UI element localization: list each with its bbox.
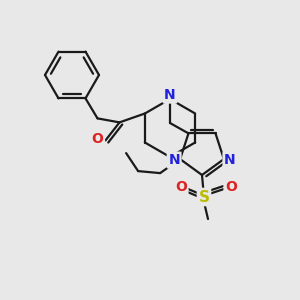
Text: O: O <box>225 180 237 194</box>
Text: O: O <box>92 132 104 146</box>
Text: O: O <box>175 180 187 194</box>
Text: N: N <box>164 88 176 102</box>
Text: N: N <box>168 153 180 167</box>
Text: N: N <box>224 153 236 167</box>
Text: S: S <box>199 190 209 205</box>
